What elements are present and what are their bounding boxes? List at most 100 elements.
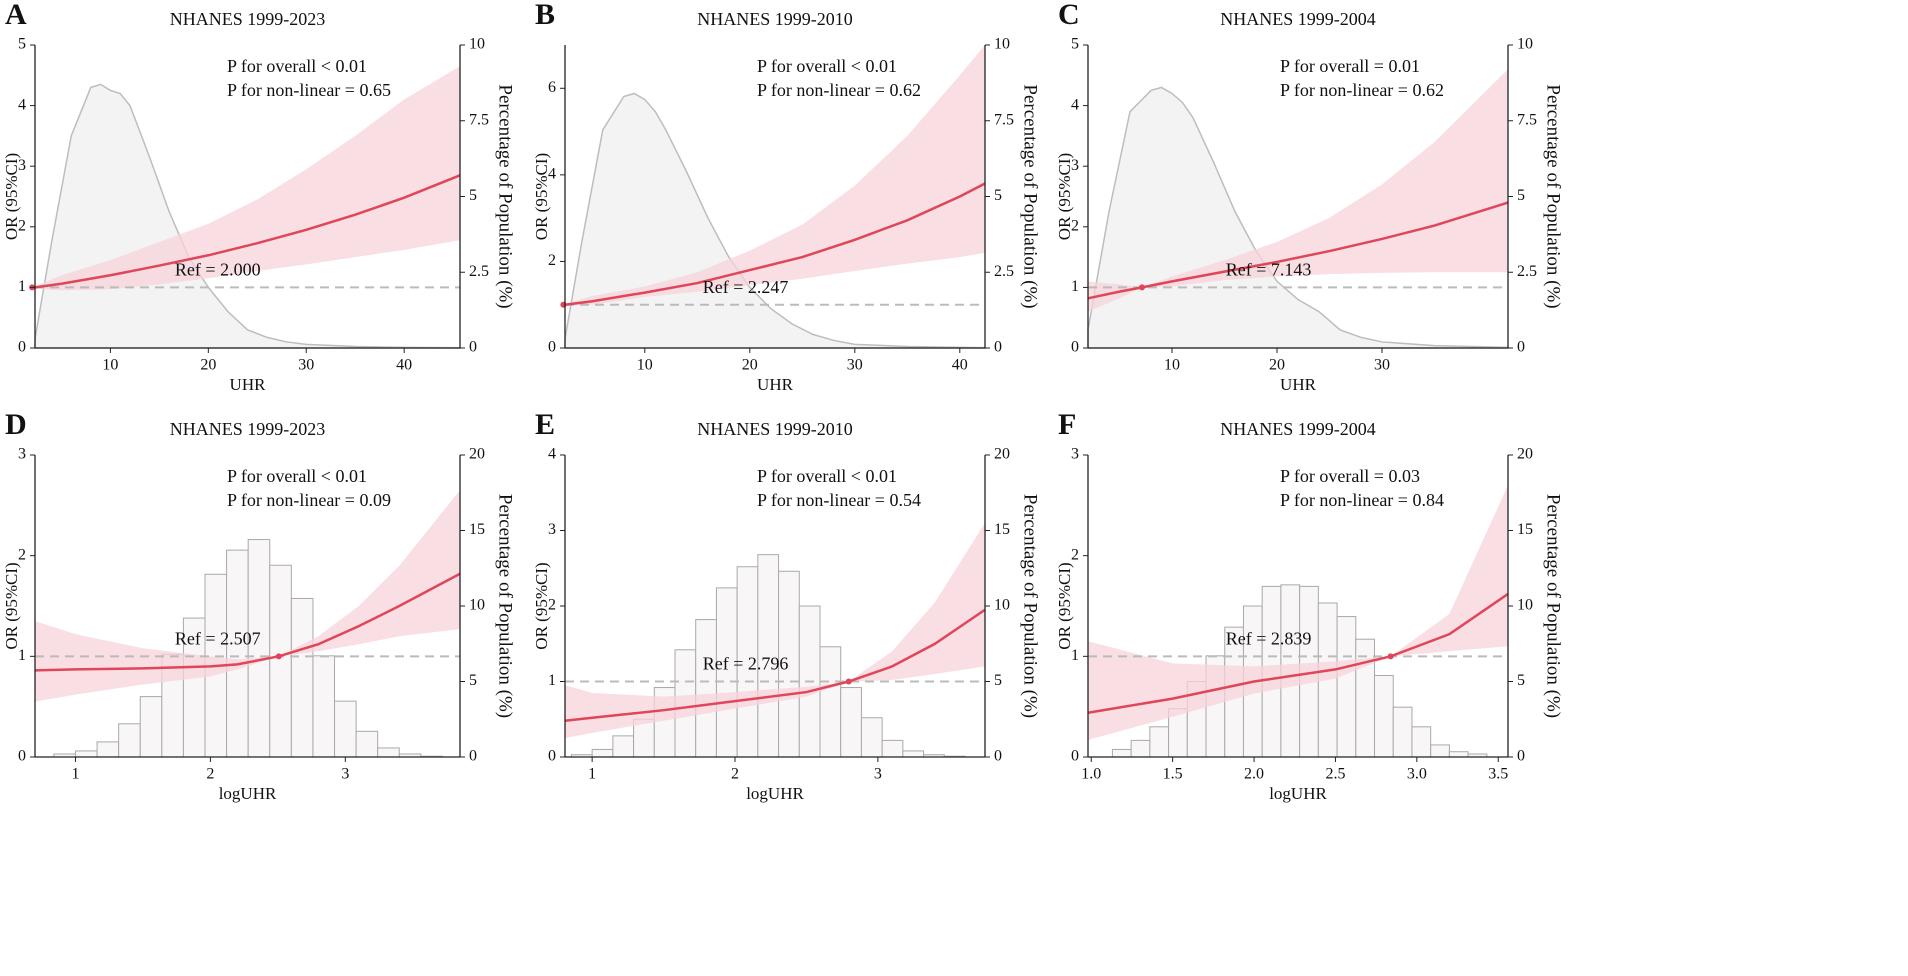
y2-axis-label: Percentage of Population (%) — [1020, 494, 1041, 718]
y-tick-label: 4 — [18, 96, 26, 113]
y2-tick-label: 5 — [994, 672, 1002, 689]
annotation: P for overall < 0.01 — [757, 56, 897, 76]
annotation: P for overall < 0.01 — [227, 56, 367, 76]
y2-tick-label: 7.5 — [469, 111, 489, 128]
y-tick-label: 3 — [1071, 157, 1079, 174]
histogram-bar — [1336, 616, 1357, 758]
y-tick-label: 4 — [548, 446, 556, 463]
y2-tick-label: 7.5 — [1517, 111, 1537, 128]
y-tick-label: 1 — [18, 278, 26, 295]
y-tick-label: 2 — [548, 252, 556, 269]
y2-tick-label: 2.5 — [469, 263, 489, 280]
histogram-bar — [860, 717, 883, 758]
y2-axis-label: Percentage of Population (%) — [1543, 84, 1564, 308]
or-line — [34, 174, 461, 289]
histogram-bar — [355, 730, 379, 758]
x-tick-label: 2.0 — [1244, 766, 1264, 783]
histogram-bar — [881, 739, 904, 758]
x-tick-label: 40 — [396, 357, 412, 374]
y-axis-label: OR (95%CI) — [1055, 153, 1074, 240]
annotation: P for non-linear = 0.54 — [757, 490, 921, 510]
histogram-bar — [118, 723, 141, 758]
y-tick-label: 2 — [18, 546, 26, 563]
x-tick-label: 1 — [588, 766, 596, 783]
histogram-bar — [819, 646, 842, 758]
or-line — [564, 182, 986, 306]
ref-label: Ref = 2.839 — [1226, 628, 1312, 648]
y-axis-label: OR (95%CI) — [532, 562, 551, 649]
histogram-bar — [1392, 706, 1413, 758]
annotation: P for overall < 0.01 — [757, 466, 897, 486]
y-tick-label: 0 — [18, 339, 26, 356]
x-tick-label: 30 — [1374, 357, 1390, 374]
y2-tick-label: 10 — [469, 597, 485, 614]
y-tick-label: 1 — [1071, 647, 1079, 664]
y-tick-label: 2 — [1071, 546, 1079, 563]
x-tick-label: 1 — [71, 766, 79, 783]
histogram-bar — [312, 655, 336, 758]
y2-tick-label: 0 — [469, 339, 477, 356]
annotation: P for non-linear = 0.62 — [757, 80, 921, 100]
histogram-bar — [269, 564, 292, 758]
y2-tick-label: 15 — [469, 521, 485, 538]
x-axis-label: logUHR — [219, 784, 277, 803]
y-tick-label: 2 — [1071, 217, 1079, 234]
y-tick-label: 2 — [548, 597, 556, 614]
ci-band — [1088, 485, 1508, 740]
histogram-bar — [290, 597, 314, 758]
y2-tick-label: 20 — [1517, 446, 1533, 463]
or-line — [564, 608, 986, 723]
histogram-bar — [1111, 748, 1132, 758]
y-tick-label: 3 — [1071, 446, 1079, 463]
or-line — [1087, 201, 1509, 300]
x-axis-label: logUHR — [1269, 784, 1327, 803]
y2-axis-label: Percentage of Population (%) — [495, 494, 516, 718]
ref-label: Ref = 2.247 — [703, 277, 789, 297]
ref-point — [1387, 653, 1394, 660]
y-axis-label: OR (95%CI) — [1055, 562, 1074, 649]
y2-tick-label: 0 — [994, 748, 1002, 765]
x-tick-label: 40 — [952, 357, 968, 374]
y2-tick-label: 5 — [469, 187, 477, 204]
y-tick-label: 0 — [18, 748, 26, 765]
histogram-bar — [74, 750, 98, 758]
annotation: P for overall < 0.01 — [227, 466, 367, 486]
ref-point — [1139, 284, 1146, 291]
y2-tick-label: 10 — [994, 597, 1010, 614]
annotation: P for non-linear = 0.09 — [227, 490, 391, 510]
histogram-bar — [840, 687, 862, 758]
ref-point — [275, 653, 282, 660]
y-tick-label: 1 — [1071, 278, 1079, 295]
histogram-bar — [695, 619, 717, 758]
y2-tick-label: 5 — [994, 187, 1002, 204]
ref-label: Ref = 2.000 — [175, 260, 261, 280]
ref-label: Ref = 2.507 — [175, 628, 261, 648]
panel-letter: D — [5, 408, 27, 441]
x-tick-label: 30 — [847, 357, 863, 374]
histogram-bar — [1374, 674, 1394, 758]
y-tick-label: 2 — [18, 217, 26, 234]
x-tick-label: 1.5 — [1163, 766, 1183, 783]
y-axis-label: OR (95%CI) — [2, 562, 21, 649]
annotation: P for non-linear = 0.62 — [1280, 80, 1444, 100]
y2-tick-label: 7.5 — [994, 111, 1014, 128]
panel-letter: F — [1058, 408, 1076, 441]
or-line — [1087, 592, 1509, 714]
histogram-bar — [1448, 751, 1469, 758]
annotation: P for non-linear = 0.65 — [227, 80, 391, 100]
chart-title: NHANES 1999-2010 — [697, 419, 853, 439]
panel-letter: C — [1058, 0, 1080, 31]
chart-title: NHANES 1999-2004 — [1220, 9, 1376, 29]
chart-title: NHANES 1999-2004 — [1220, 419, 1376, 439]
x-axis-label: UHR — [1280, 375, 1317, 394]
ref-label: Ref = 2.796 — [703, 654, 789, 674]
y2-axis-label: Percentage of Population (%) — [1020, 84, 1041, 308]
y2-axis-label: Percentage of Population (%) — [495, 84, 516, 308]
annotation: P for overall = 0.01 — [1280, 56, 1420, 76]
y2-tick-label: 5 — [469, 672, 477, 689]
y-tick-label: 5 — [1071, 36, 1079, 53]
y2-tick-label: 5 — [1517, 187, 1525, 204]
histogram-bar — [1411, 726, 1432, 758]
y2-tick-label: 15 — [994, 521, 1010, 538]
